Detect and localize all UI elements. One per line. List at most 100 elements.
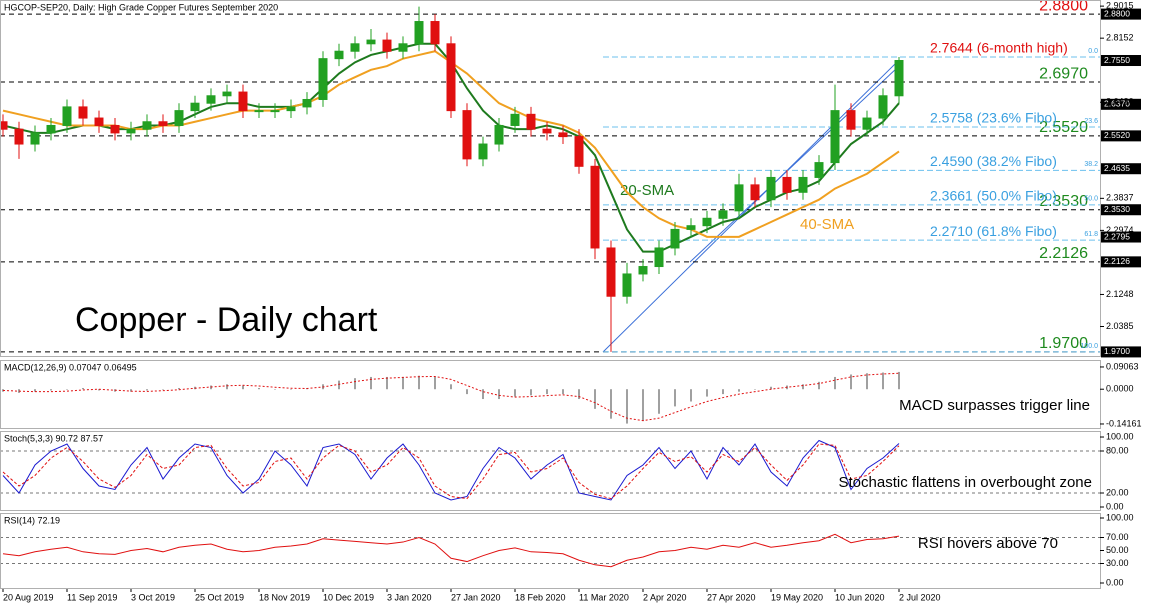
macd-bar xyxy=(898,371,900,390)
candle-body xyxy=(206,95,216,104)
macd-bar xyxy=(498,389,500,400)
x-tick-label: 11 Sep 2019 xyxy=(67,592,117,602)
panel-title: HGCOP-SEP20, Daily: High Grade Copper Fu… xyxy=(4,2,278,12)
x-tick-label: 19 May 2020 xyxy=(771,592,823,602)
price-marker-label: 2.2795 xyxy=(1104,231,1130,241)
candle-body xyxy=(94,117,104,126)
y-tick-label: -0.14161 xyxy=(1106,418,1142,428)
y-tick-label: 70.00 xyxy=(1106,532,1129,542)
price-marker xyxy=(1101,163,1141,175)
macd-bar xyxy=(514,389,516,397)
macd-bar xyxy=(706,389,708,397)
y-tick-label: 0.00 xyxy=(1106,501,1124,511)
panel-frame xyxy=(0,360,1101,429)
price-marker xyxy=(1101,8,1141,20)
level-label: 1.9700 xyxy=(1039,335,1088,352)
price-marker-label: 2.8800 xyxy=(1104,8,1130,18)
macd-bar xyxy=(450,384,452,390)
candle-body xyxy=(366,39,376,45)
candle-body xyxy=(878,95,888,119)
y-tick-label: 0.09063 xyxy=(1106,361,1139,371)
y-tick-label: 0.0000 xyxy=(1106,384,1134,394)
candle-body xyxy=(430,21,440,45)
y-tick-label: 2.0385 xyxy=(1106,321,1134,331)
signal-line xyxy=(2,372,900,422)
candle-body xyxy=(398,43,408,52)
candle-body xyxy=(798,176,808,193)
candle-body xyxy=(494,124,504,145)
y-tick-label: 20.00 xyxy=(1106,487,1129,497)
level-label: 2.8800 xyxy=(1039,0,1088,14)
candle-body xyxy=(830,110,840,164)
candle-body xyxy=(846,110,856,130)
macd-bar xyxy=(338,380,340,390)
candle-body xyxy=(30,132,40,145)
macd-bar xyxy=(258,387,260,390)
x-tick-label: 27 Jan 2020 xyxy=(451,592,501,602)
macd-bar xyxy=(82,387,84,390)
macd-bar xyxy=(530,389,532,396)
level-label: 2.5520 xyxy=(1039,119,1088,136)
fibo-label: 2.2710 (61.8% Fibo) xyxy=(930,223,1057,239)
macd-bar xyxy=(418,375,420,390)
macd-bar xyxy=(578,389,580,400)
macd-bar xyxy=(370,376,372,390)
candle-body xyxy=(334,50,344,60)
candle-body xyxy=(814,162,824,178)
macd-bar xyxy=(434,376,436,390)
macd-bar xyxy=(50,389,52,391)
y-tick-label: 100.00 xyxy=(1106,512,1134,522)
macd-bar xyxy=(674,389,676,407)
macd-bar xyxy=(562,389,564,395)
macd-bar xyxy=(546,389,548,395)
x-tick-label: 27 Apr 2020 xyxy=(707,592,756,602)
level-label: 2.2126 xyxy=(1039,245,1088,262)
macd-bar xyxy=(274,389,276,390)
candle-body xyxy=(734,184,744,212)
macd-bar xyxy=(386,376,388,390)
macd-bar xyxy=(882,372,884,390)
price-marker-label: 2.3530 xyxy=(1104,204,1130,214)
macd-bar xyxy=(226,384,228,390)
x-tick-label: 25 Oct 2019 xyxy=(195,592,244,602)
macd-bar xyxy=(770,386,772,390)
candle-body xyxy=(622,273,632,297)
candle-body xyxy=(702,217,712,227)
candle-body xyxy=(222,91,232,97)
macd-bar xyxy=(658,389,660,414)
candle-body xyxy=(894,60,904,97)
macd-bar xyxy=(402,376,404,390)
price-marker xyxy=(1101,256,1141,268)
candle-body xyxy=(462,110,472,160)
x-tick-label: 3 Jan 2020 xyxy=(387,592,432,602)
candle-body xyxy=(414,21,424,45)
candle-body xyxy=(174,110,184,126)
panel-frame xyxy=(0,0,1101,357)
x-tick-label: 11 Mar 2020 xyxy=(579,592,629,602)
candle-body xyxy=(766,176,776,201)
candle-body xyxy=(478,143,488,160)
macd-bar xyxy=(642,389,644,422)
macd-bar xyxy=(754,389,756,390)
x-tick-label: 2 Apr 2020 xyxy=(643,592,687,602)
indicator-line xyxy=(2,443,900,500)
indicator-line xyxy=(2,533,900,568)
price-marker-label: 2.4635 xyxy=(1104,163,1130,173)
y-tick-label: 0.00 xyxy=(1106,577,1124,587)
x-tick-label: 18 Nov 2019 xyxy=(259,592,310,602)
macd-bar xyxy=(594,389,596,409)
macd-bar xyxy=(722,389,724,395)
y-tick-label: 2.3837 xyxy=(1106,193,1134,203)
candle-body xyxy=(638,266,648,275)
candle-body xyxy=(190,102,200,112)
sma-label: 20-SMA xyxy=(620,182,674,199)
candle-body xyxy=(286,106,296,112)
x-tick-label: 2 Jul 2020 xyxy=(899,592,941,602)
candle-body xyxy=(862,117,872,130)
macd-bar xyxy=(466,389,468,395)
fibo-ratio: 23.6 xyxy=(1084,118,1098,125)
candle-body xyxy=(126,128,136,134)
y-tick-label: 2.2974 xyxy=(1106,225,1134,235)
